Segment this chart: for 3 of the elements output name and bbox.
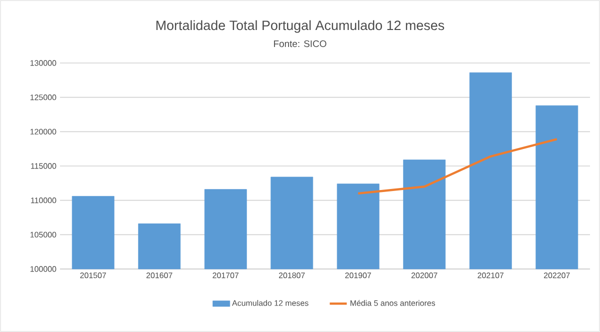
line-series bbox=[357, 138, 558, 195]
chart-subtitle: Fonte: SICO bbox=[274, 40, 326, 48]
chart-title: Mortalidade Total Portugal Acumulado 12 meses bbox=[156, 20, 444, 33]
